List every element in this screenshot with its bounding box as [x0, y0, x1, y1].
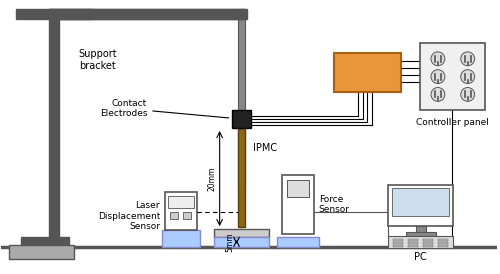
- Text: Contact
Electrodes: Contact Electrodes: [100, 99, 229, 118]
- Circle shape: [460, 87, 474, 101]
- Bar: [438, 242, 448, 244]
- Bar: [388, 236, 453, 248]
- Circle shape: [431, 70, 445, 84]
- Bar: [388, 184, 453, 226]
- Bar: [408, 239, 418, 241]
- Text: 5mm: 5mm: [226, 232, 234, 252]
- Bar: [183, 212, 191, 219]
- Text: Power
amplifier: Power amplifier: [342, 62, 392, 84]
- Text: PC: PC: [414, 252, 426, 262]
- Text: Force
Sensor: Force Sensor: [319, 195, 350, 214]
- Bar: [438, 239, 448, 241]
- Circle shape: [460, 70, 474, 84]
- Bar: [21, 237, 69, 247]
- Bar: [423, 242, 433, 244]
- Bar: [423, 239, 433, 241]
- Bar: [49, 13, 59, 247]
- Circle shape: [431, 52, 445, 66]
- Bar: [406, 232, 436, 236]
- Bar: [16, 9, 92, 19]
- Bar: [438, 245, 448, 247]
- Text: Support
bracket: Support bracket: [79, 49, 118, 70]
- Bar: [394, 242, 403, 244]
- Bar: [277, 237, 319, 247]
- Bar: [423, 245, 433, 247]
- Bar: [408, 242, 418, 244]
- Bar: [394, 245, 403, 247]
- Bar: [420, 43, 484, 110]
- Text: Controller panel: Controller panel: [416, 118, 488, 127]
- Text: Laser
Displacement
Sensor: Laser Displacement Sensor: [98, 201, 160, 231]
- Bar: [416, 226, 426, 232]
- Circle shape: [460, 52, 474, 66]
- Bar: [408, 245, 418, 247]
- Bar: [165, 192, 197, 230]
- Bar: [282, 175, 314, 234]
- Bar: [162, 230, 200, 247]
- Bar: [49, 9, 248, 19]
- Bar: [334, 53, 401, 92]
- Bar: [168, 196, 194, 208]
- Text: IPMC: IPMC: [254, 143, 278, 153]
- Bar: [238, 9, 246, 187]
- Bar: [214, 237, 270, 247]
- Bar: [238, 128, 246, 227]
- Bar: [392, 189, 449, 216]
- Bar: [287, 179, 309, 197]
- Circle shape: [431, 87, 445, 101]
- Bar: [170, 212, 178, 219]
- Bar: [10, 245, 74, 259]
- Bar: [394, 239, 403, 241]
- Text: 20mm: 20mm: [208, 166, 216, 191]
- Bar: [49, 9, 246, 19]
- Bar: [214, 229, 270, 237]
- Bar: [232, 110, 252, 128]
